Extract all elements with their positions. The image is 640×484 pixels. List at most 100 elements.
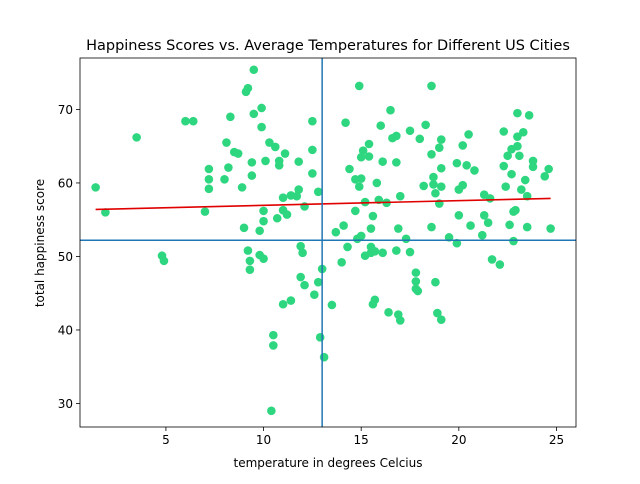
data-point [392, 158, 401, 167]
data-point [452, 238, 462, 248]
data-point [259, 254, 268, 263]
data-point [501, 182, 511, 191]
data-point [413, 286, 423, 296]
data-point [436, 182, 446, 191]
data-point [466, 221, 475, 230]
data-point [237, 183, 247, 192]
data-point [454, 211, 464, 220]
data-point [419, 181, 428, 191]
data-point [368, 211, 378, 221]
data-point [243, 246, 253, 255]
axes-layer: 5 10 15 20 25 30 40 50 60 70 [58, 57, 577, 447]
data-point [292, 191, 302, 201]
data-point [354, 81, 364, 91]
data-point [245, 265, 255, 274]
data-point [341, 118, 350, 127]
data-point [464, 130, 473, 139]
data-point [200, 207, 210, 216]
data-point [436, 135, 446, 144]
data-point [308, 116, 317, 126]
data-point [421, 120, 430, 130]
data-point [376, 121, 386, 130]
data-point [188, 116, 198, 126]
data-point [364, 152, 374, 161]
data-point [204, 174, 214, 184]
data-point [331, 227, 341, 237]
data-point [520, 175, 530, 185]
y-tick-label: 40 [58, 323, 73, 337]
data-point [540, 172, 550, 181]
data-point [269, 330, 278, 340]
data-point [356, 174, 366, 183]
data-point [282, 210, 292, 219]
data-point [393, 224, 403, 233]
data-point [392, 131, 401, 141]
x-tick-label: 15 [354, 433, 369, 447]
x-tick-label: 25 [549, 433, 564, 447]
data-point [395, 191, 405, 201]
y-tick-label: 60 [58, 176, 73, 190]
data-point [462, 161, 471, 170]
data-point [343, 242, 352, 252]
data-point [386, 105, 395, 115]
data-point [245, 256, 255, 266]
data-point [222, 138, 231, 147]
data-point [259, 216, 268, 226]
data-point [364, 139, 374, 149]
data-point [513, 132, 522, 141]
data-point [433, 308, 442, 318]
data-point [405, 247, 415, 257]
data-point [436, 315, 446, 324]
data-point [401, 234, 411, 244]
data-point [319, 352, 329, 362]
data-point [255, 226, 264, 236]
data-point [528, 156, 538, 166]
data-point [286, 296, 296, 305]
data-point [513, 108, 522, 118]
data-point [337, 258, 346, 267]
data-point [479, 211, 489, 220]
data-point [411, 268, 421, 277]
data-point [356, 152, 366, 162]
data-point [505, 220, 514, 230]
x-axis-label: temperature in degrees Celcius [234, 456, 423, 470]
data-point [296, 272, 305, 282]
data-point [269, 341, 278, 350]
data-point [257, 103, 266, 113]
data-point [546, 224, 555, 233]
data-point [339, 221, 348, 230]
data-point [204, 184, 214, 194]
data-point [298, 248, 307, 258]
data-point [458, 180, 468, 190]
data-point [431, 188, 440, 198]
y-axis-label: total happiness score [33, 179, 47, 307]
x-tick-label: 10 [256, 433, 271, 447]
regression-line [95, 197, 551, 211]
data-point [233, 149, 243, 158]
y-tick-label: 30 [58, 397, 73, 411]
data-point [477, 230, 487, 240]
data-point [517, 185, 526, 194]
data-point [431, 277, 440, 287]
data-point [528, 162, 538, 172]
data-point [261, 156, 270, 166]
data-point [356, 231, 366, 241]
data-point [370, 247, 380, 256]
data-point [507, 169, 516, 179]
data-point [378, 157, 387, 166]
data-point [300, 280, 309, 290]
data-point [257, 122, 266, 132]
data-point [415, 134, 425, 144]
data-point [427, 149, 436, 159]
data-point [360, 197, 370, 207]
data-point [247, 171, 257, 180]
data-point [392, 246, 401, 255]
data-point [204, 164, 214, 174]
points-layer [91, 65, 555, 416]
data-point [435, 143, 444, 152]
data-point [499, 161, 509, 171]
data-point [247, 158, 257, 167]
data-point [483, 218, 493, 227]
